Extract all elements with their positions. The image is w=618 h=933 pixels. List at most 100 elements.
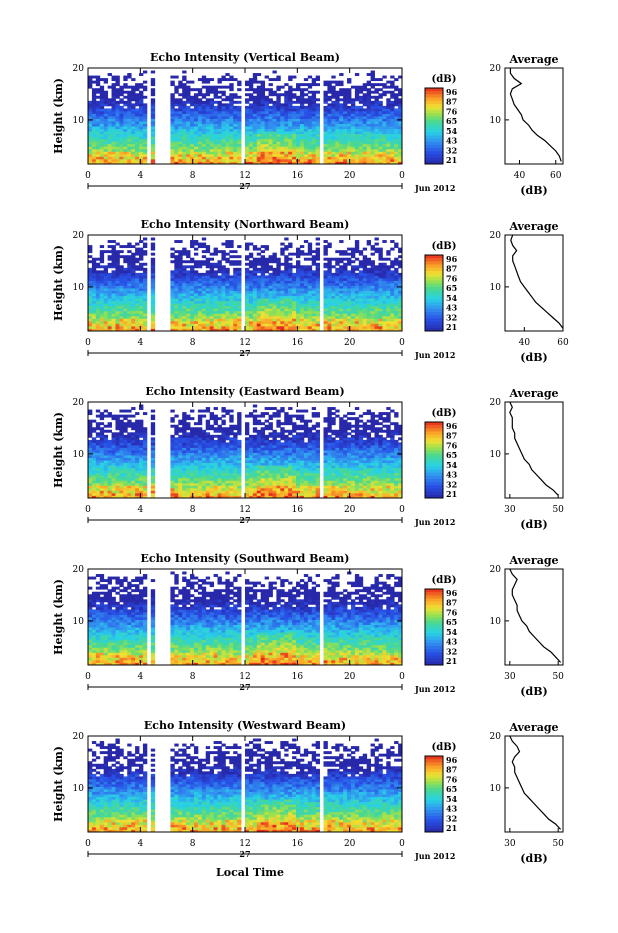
heatmap-cell (135, 149, 139, 152)
heatmap-cell (386, 286, 390, 289)
heatmap-cell (371, 131, 375, 134)
heatmap-cell (96, 470, 100, 473)
heatmap-cell (221, 116, 225, 119)
heatmap-cell (355, 96, 359, 99)
heatmap-cell (139, 156, 143, 159)
heatmap-cell (229, 139, 233, 142)
heatmap-cell (312, 108, 316, 111)
heatmap-cell (131, 470, 135, 473)
heatmap-cell (378, 255, 382, 258)
heatmap-cell (371, 86, 375, 89)
heatmap-cell (316, 111, 320, 114)
heatmap-cell (135, 121, 139, 124)
heatmap-cell (100, 455, 104, 458)
heatmap-cell (355, 243, 359, 246)
heatmap-cell (269, 116, 273, 119)
heatmap-cell (386, 321, 390, 324)
heatmap-cell (378, 156, 382, 159)
heatmap-cell (123, 119, 127, 122)
heatmap-cell (119, 288, 123, 291)
heatmap-cell (229, 149, 233, 152)
heatmap-cell (233, 291, 237, 294)
heatmap-cell (375, 78, 379, 81)
heatmap-cell (343, 280, 347, 283)
heatmap-cell (210, 119, 214, 122)
heatmap-cell (104, 440, 108, 443)
heatmap-cell (300, 301, 304, 304)
heatmap-cell (363, 131, 367, 134)
colorbar-segment (425, 293, 443, 297)
heatmap-cell (233, 318, 237, 321)
heatmap-cell (367, 270, 371, 273)
heatmap-cell (112, 119, 116, 122)
heatmap-cell (382, 141, 386, 144)
heatmap-cell (367, 98, 371, 101)
heatmap-cell (367, 126, 371, 129)
heatmap-cell (359, 88, 363, 91)
heatmap-cell (112, 475, 116, 478)
heatmap-cell (206, 263, 210, 266)
heatmap-cell (88, 455, 92, 458)
heatmap-cell (151, 93, 155, 96)
heatmap-cell (269, 278, 273, 281)
heatmap-cell (127, 255, 131, 258)
heatmap-cell (225, 111, 229, 114)
heatmap-cell (214, 121, 218, 124)
heatmap-cell (335, 126, 339, 129)
heatmap-cell (304, 275, 308, 278)
heatmap-cell (229, 129, 233, 132)
heatmap-cell (253, 263, 257, 266)
heatmap-cell (225, 286, 229, 289)
heatmap-cell (108, 316, 112, 319)
heatmap-cell (363, 116, 367, 119)
heatmap-cell (394, 116, 398, 119)
heatmap-cell (237, 321, 241, 324)
y-axis-label: Height (km) (52, 78, 65, 154)
heatmap-cell (269, 151, 273, 154)
heatmap-cell (96, 113, 100, 116)
heatmap-cell (382, 116, 386, 119)
heatmap-cell (214, 108, 218, 111)
heatmap-cell (88, 149, 92, 152)
heatmap-cell (88, 139, 92, 142)
heatmap-cell (347, 298, 351, 301)
heatmap-cell (221, 291, 225, 294)
heatmap-cell (378, 113, 382, 116)
heatmap-cell (214, 96, 218, 99)
heatmap-cell (269, 78, 273, 81)
heatmap-cell (249, 151, 253, 154)
heatmap-cell (198, 288, 202, 291)
heatmap-cell (371, 151, 375, 154)
heatmap-cell (355, 273, 359, 276)
heatmap-cell (382, 86, 386, 89)
heatmap-cell (198, 265, 202, 268)
heatmap-cell (343, 250, 347, 253)
heatmap-cell (233, 101, 237, 104)
heatmap-cell (127, 460, 131, 463)
heatmap-cell (229, 126, 233, 129)
heatmap-cell (386, 98, 390, 101)
heatmap-cell (284, 144, 288, 147)
heatmap-cell (331, 113, 335, 116)
heatmap-cell (371, 121, 375, 124)
heatmap-cell (198, 141, 202, 144)
heatmap-cell (182, 308, 186, 311)
heatmap-cell (339, 326, 343, 329)
heatmap-cell (233, 260, 237, 263)
heatmap-cell (135, 124, 139, 127)
heatmap-cell (127, 453, 131, 456)
heatmap-cell (96, 410, 100, 413)
heatmap-cell (225, 116, 229, 119)
heatmap-cell (261, 156, 265, 159)
heatmap-cell (88, 136, 92, 139)
heatmap-cell (257, 313, 261, 316)
heatmap-cell (378, 258, 382, 261)
heatmap-cell (119, 111, 123, 114)
heatmap-cell (339, 270, 343, 273)
heatmap-cell (178, 283, 182, 286)
heatmap-cell (92, 475, 96, 478)
heatmap-cell (178, 293, 182, 296)
heatmap-cell (115, 243, 119, 246)
heatmap-cell (304, 108, 308, 111)
heatmap-cell (119, 420, 123, 423)
